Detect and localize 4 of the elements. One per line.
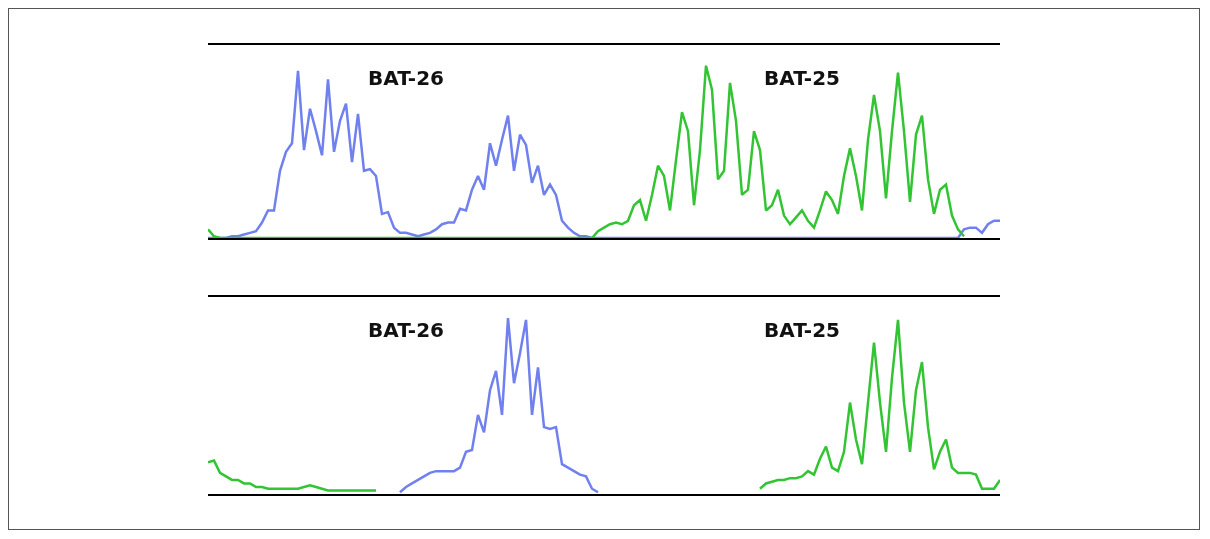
annotation: BAT-26 [368, 66, 445, 90]
annotation: BAT-26 [368, 318, 445, 342]
annotation: BAT-25 [764, 66, 841, 90]
annotation: BAT-25 [764, 318, 841, 342]
